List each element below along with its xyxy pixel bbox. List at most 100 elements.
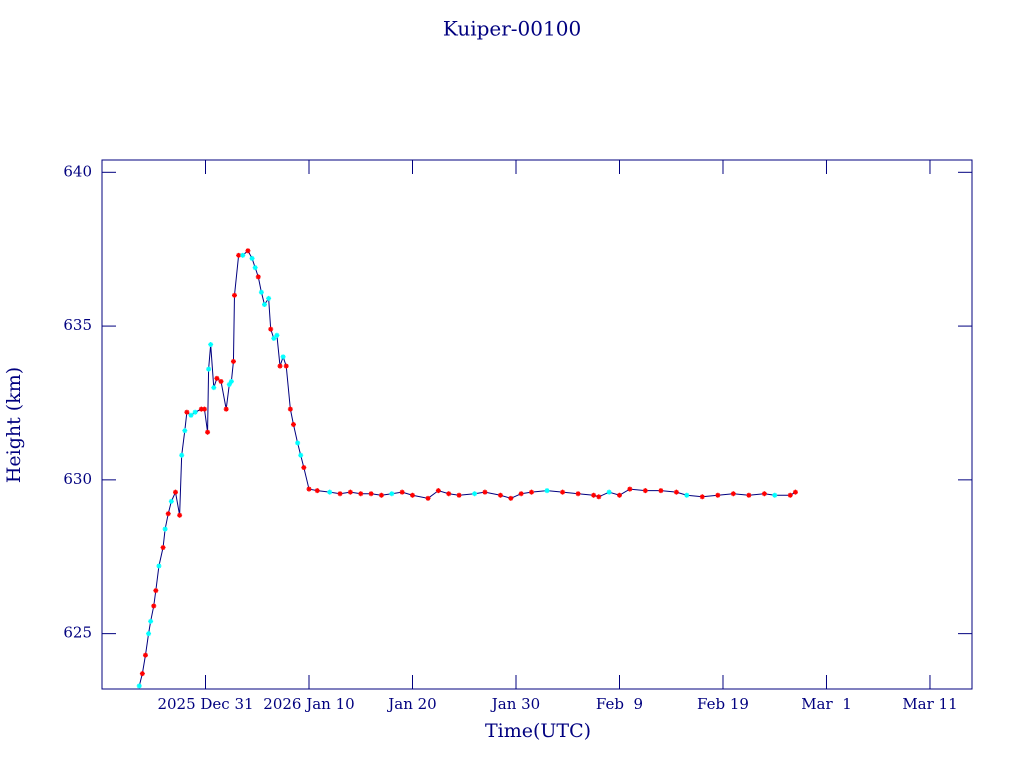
data-point [146, 631, 152, 637]
data-point [298, 452, 304, 458]
data-point [142, 652, 148, 658]
data-point [261, 302, 267, 308]
y-tick-label: 635 [63, 316, 92, 334]
data-point [231, 292, 237, 298]
data-point [616, 492, 622, 498]
data-point [658, 488, 664, 494]
data-point [156, 563, 162, 569]
data-point [327, 489, 333, 495]
data-point [290, 422, 296, 427]
x-tick-label: Mar 1 [801, 695, 852, 713]
data-point [201, 406, 207, 412]
data-point [283, 363, 289, 369]
y-axis-label: Height (km) [3, 367, 25, 483]
data-point [230, 358, 236, 364]
data-point [497, 492, 503, 498]
data-line [138, 249, 796, 687]
data-point [162, 526, 168, 532]
data-point [792, 489, 798, 495]
data-point [425, 495, 431, 501]
data-point [435, 488, 441, 494]
data-point [715, 492, 721, 498]
x-axis-label: Time(UTC) [485, 720, 591, 742]
data-point [271, 335, 277, 341]
data-point [245, 248, 251, 254]
data-point [205, 429, 211, 435]
y-tick-label: 640 [63, 162, 92, 180]
data-point [337, 491, 343, 497]
data-point [699, 494, 705, 500]
data-point [378, 492, 384, 498]
data-point [684, 492, 690, 498]
data-point [596, 494, 602, 500]
data-point [208, 342, 214, 348]
data-point [274, 332, 280, 338]
data-point [314, 488, 320, 494]
x-tick-label: 2025 Dec 31 [157, 695, 253, 713]
chart-title: Kuiper-00100 [443, 17, 581, 41]
data-point [211, 385, 217, 391]
data-point [518, 491, 524, 497]
data-point [184, 409, 190, 415]
data-point [606, 489, 612, 495]
data-point [136, 683, 142, 689]
x-tick-label: Mar 11 [902, 695, 957, 713]
data-point [301, 465, 307, 471]
data-point [206, 366, 212, 372]
data-point [761, 491, 767, 497]
plot-frame [101, 159, 973, 690]
data-point [575, 491, 581, 497]
data-point [287, 406, 293, 412]
data-point [236, 252, 242, 258]
data-point [277, 363, 283, 369]
data-point [446, 491, 452, 497]
data-point [218, 378, 224, 384]
data-point [544, 488, 550, 494]
data-point [228, 378, 234, 384]
data-point [456, 492, 462, 498]
data-point [642, 488, 648, 494]
data-point [347, 489, 353, 495]
data-point [165, 511, 171, 517]
data-point [560, 489, 566, 495]
data-point [368, 491, 374, 497]
data-point [192, 409, 198, 415]
data-point [280, 354, 286, 360]
data-point [787, 492, 793, 498]
data-point [529, 489, 535, 495]
data-point [268, 326, 274, 332]
data-point [258, 289, 264, 295]
y-tick-label: 625 [63, 624, 92, 642]
data-point [482, 489, 488, 495]
data-point [627, 486, 633, 492]
data-point [389, 491, 395, 497]
data-point [295, 440, 301, 446]
data-point [168, 498, 174, 504]
data-point [240, 252, 246, 258]
x-tick-label: Jan 20 [386, 695, 436, 713]
data-point [772, 492, 778, 498]
y-tick-label: 630 [63, 470, 92, 488]
x-tick-label: 2026 Jan 10 [263, 695, 354, 713]
data-point [399, 489, 405, 495]
data-point [673, 489, 679, 495]
data-point [160, 545, 166, 551]
data-point [188, 412, 194, 418]
data-point [179, 452, 185, 458]
data-point [591, 492, 597, 498]
data-point [252, 265, 258, 271]
x-tick-label: Feb 19 [697, 695, 749, 713]
data-point [472, 491, 478, 497]
data-point [746, 492, 752, 498]
data-point [198, 406, 204, 412]
data-point [214, 375, 220, 381]
data-point [409, 492, 415, 498]
data-point [358, 491, 364, 497]
data-point [508, 495, 514, 501]
data-point [153, 588, 159, 594]
data-point [223, 406, 229, 412]
x-tick-label: Jan 30 [490, 695, 540, 713]
data-point [266, 295, 272, 301]
data-point [249, 255, 255, 261]
